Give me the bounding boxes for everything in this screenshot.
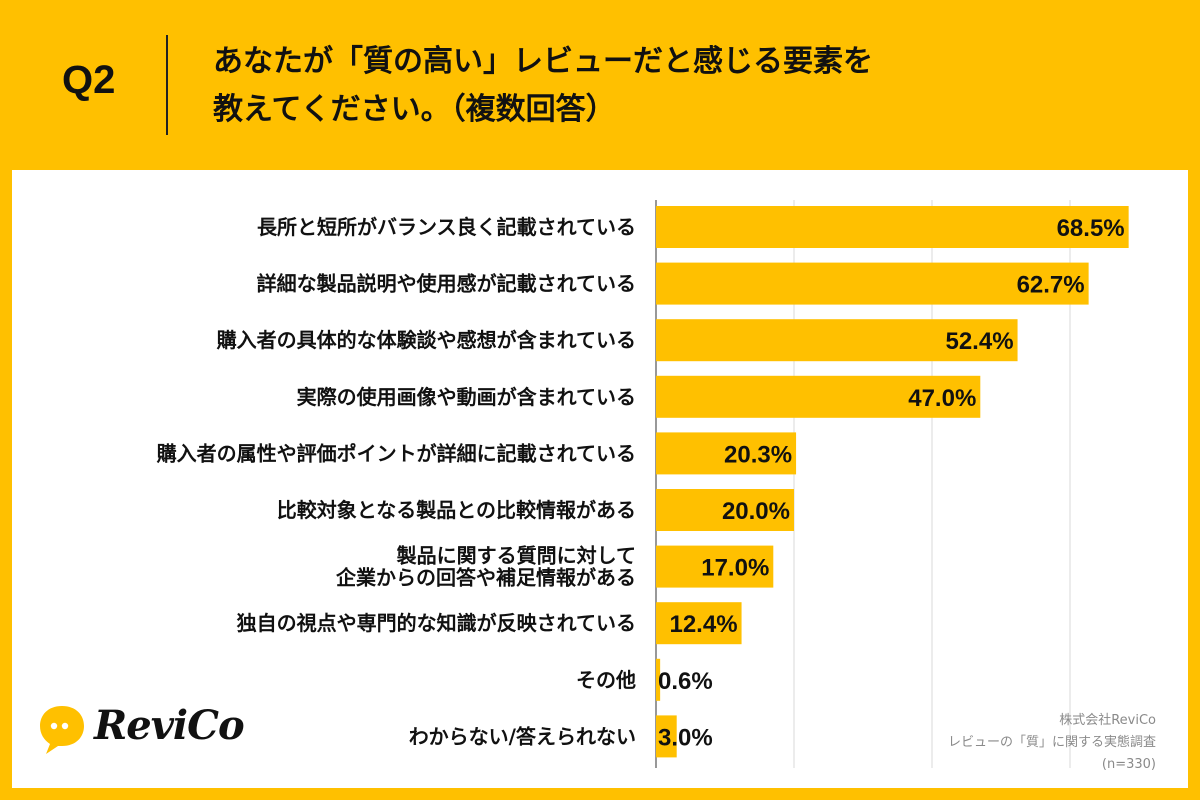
data-label: 47.0% <box>908 385 976 412</box>
bar <box>656 602 742 645</box>
chart-panel: 68.5% 長所と短所がバランス良く記載されている 62.7% 詳細な製品説明や使用感… <box>12 170 1188 788</box>
bar <box>656 206 1129 248</box>
bar-chart: 68.5% 長所と短所がバランス良く記載されている 62.7% 詳細な製品説明や使用感… <box>157 200 1129 768</box>
question-title: あなたが「質の高い」レビューだと感じる要素を 教えてください。（複数回答） <box>213 38 1173 134</box>
question-title-line-2: 教えてください。（複数回答） <box>213 92 616 127</box>
data-label: 20.3% <box>724 441 792 468</box>
question-title-line-1: あなたが「質の高い」レビューだと感じる要素を <box>213 44 873 79</box>
category-label: わからない/答えられない <box>409 724 636 748</box>
bar <box>656 432 797 475</box>
category-label: その他 <box>576 668 636 692</box>
source-company: 株式会社ReviCo <box>1059 713 1156 728</box>
bar <box>656 262 1089 305</box>
category-label: 購入者の具体的な体験談や感想が含まれている <box>217 328 636 352</box>
category-label: 詳細な製品説明や使用感が記載されている <box>257 272 636 296</box>
data-label: 62.7% <box>1017 272 1085 299</box>
data-label: 68.5% <box>1057 215 1125 242</box>
category-label: 企業からの回答や補足情報がある <box>335 566 636 590</box>
header-divider <box>166 35 168 135</box>
bar <box>656 658 661 701</box>
data-label: 17.0% <box>701 555 769 582</box>
bar <box>656 319 1018 362</box>
bar <box>656 375 981 418</box>
category-label: 実際の使用画像や動画が含まれている <box>297 385 636 409</box>
category-label: 独自の視点や専門的な知識が反映されている <box>237 611 636 635</box>
source-note: 株式会社ReviCo レビューの「質」に関する実態調査 (n=330) <box>948 710 1156 776</box>
data-label: 20.0% <box>722 498 790 525</box>
bar <box>656 545 774 588</box>
data-label: 12.4% <box>669 611 737 638</box>
category-label: 比較対象となる製品との比較情報がある <box>277 498 636 522</box>
category-label: 製品に関する質問に対して <box>397 544 636 568</box>
category-label: 購入者の属性や評価ポイントが詳細に記載されている <box>157 441 636 465</box>
data-label: 0.6% <box>658 668 713 695</box>
source-sample: (n=330) <box>1101 757 1156 772</box>
data-label: 3.0% <box>658 724 713 751</box>
bar <box>656 715 677 758</box>
logo-text: ReviCo <box>94 702 245 749</box>
source-survey: レビューの「質」に関する実態調査 <box>947 735 1156 750</box>
question-number: Q2 <box>62 58 116 102</box>
bar <box>656 489 794 531</box>
data-label: 52.4% <box>945 328 1013 355</box>
category-label: 長所と短所がバランス良く記載されている <box>257 215 636 239</box>
speech-bubble-icon <box>40 706 84 754</box>
revico-logo: ReviCo <box>34 700 254 760</box>
